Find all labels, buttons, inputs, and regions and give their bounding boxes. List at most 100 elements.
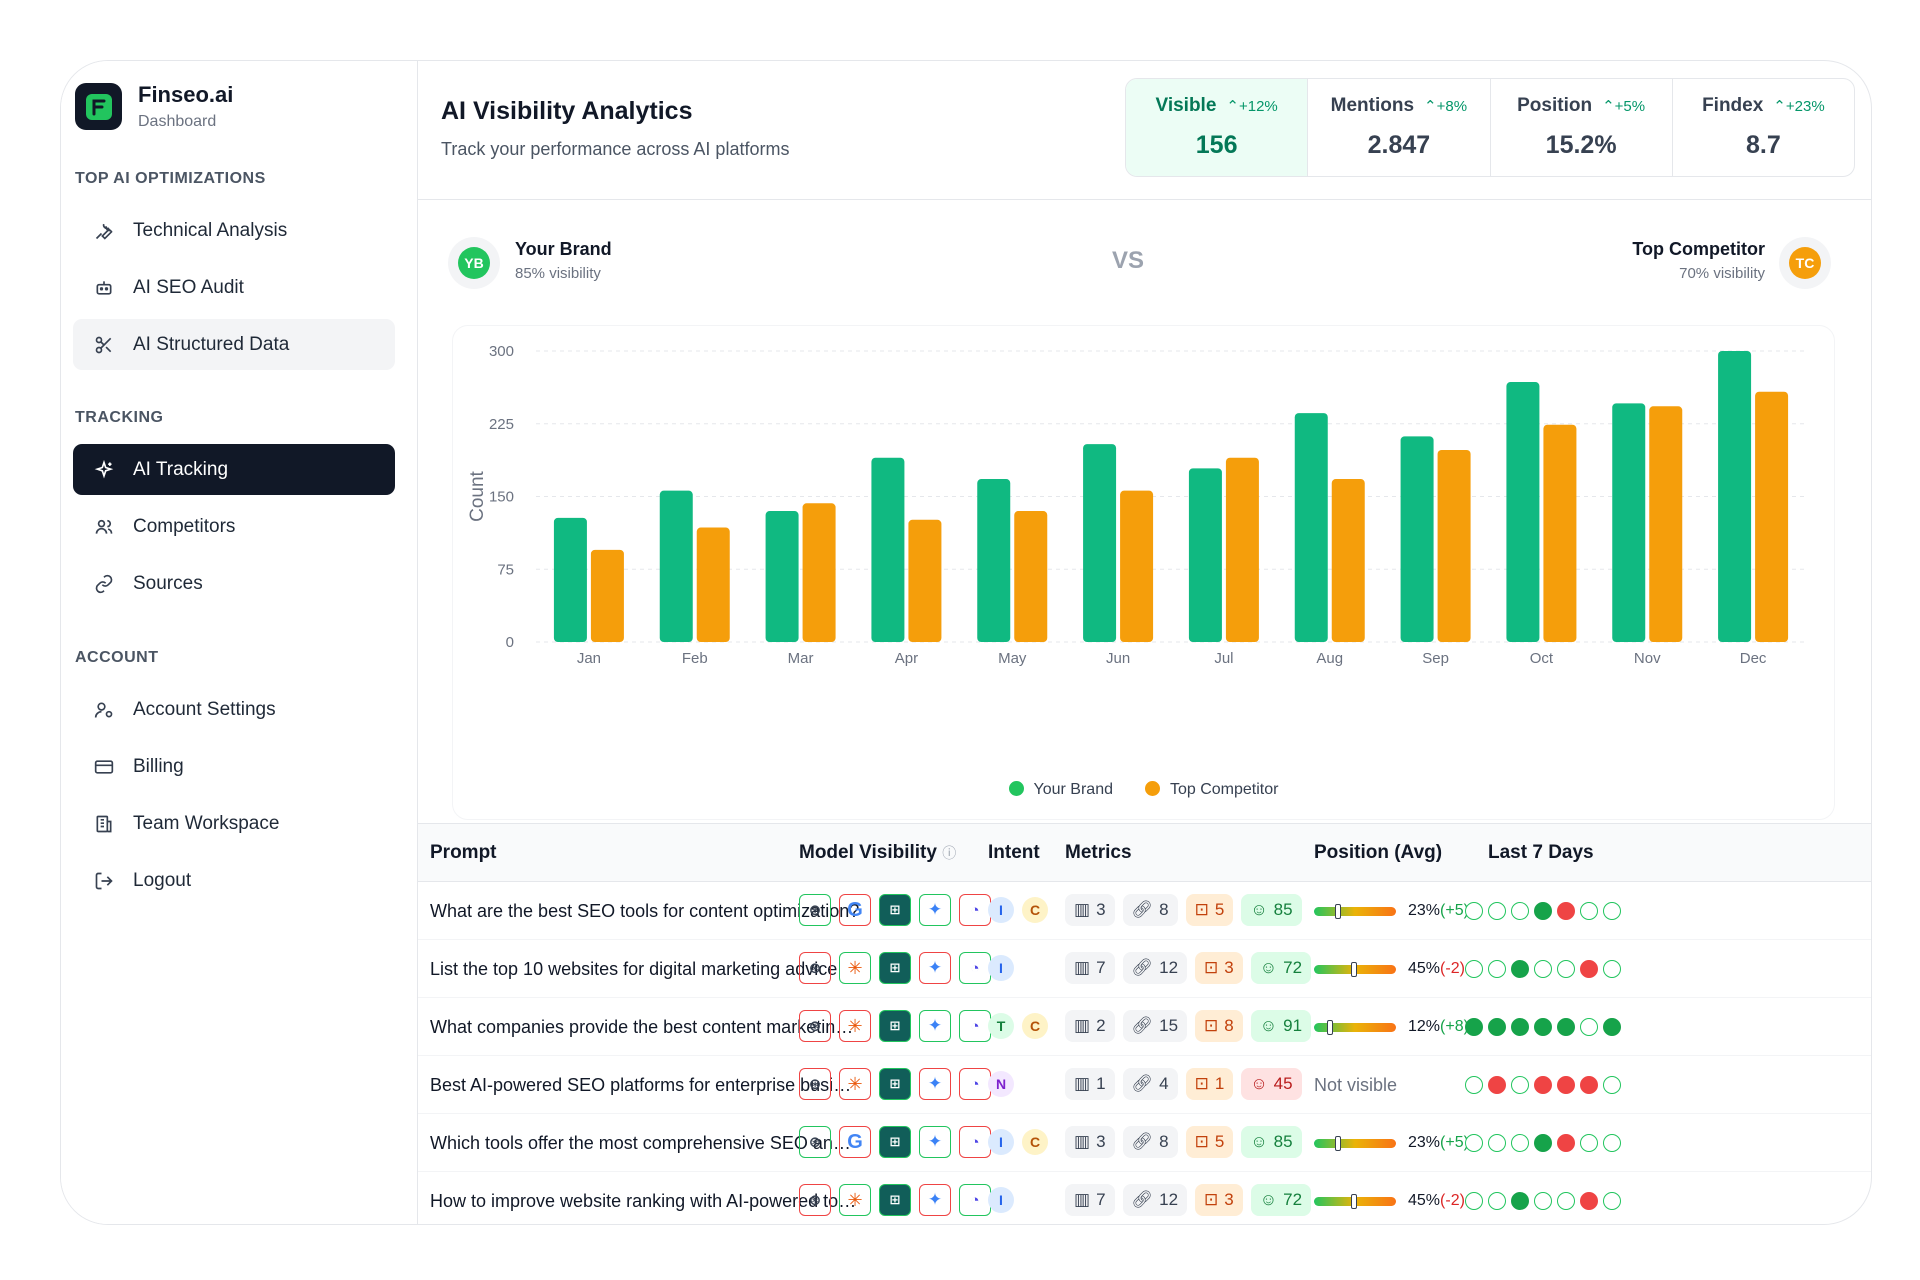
day-dot[interactable] (1465, 1192, 1483, 1210)
deepseek-icon[interactable]: ◔ (959, 1068, 991, 1100)
day-dot[interactable] (1580, 1018, 1598, 1036)
day-dot[interactable] (1511, 1134, 1529, 1152)
prompt-text[interactable]: What are the best SEO tools for content … (430, 901, 860, 921)
chatgpt-icon[interactable]: ⊛ (799, 1126, 831, 1158)
stat-position[interactable]: Position ⌃+5% 15.2% (1491, 79, 1673, 176)
day-dot[interactable] (1534, 1018, 1552, 1036)
claude-icon[interactable]: ✳ (839, 952, 871, 984)
deepseek-icon[interactable]: ◔ (959, 1126, 991, 1158)
col-model-visibility[interactable]: Model Visibility ⓘ (799, 842, 957, 863)
day-dot[interactable] (1488, 1134, 1506, 1152)
chatgpt-icon[interactable]: ⊛ (799, 1184, 831, 1216)
sidebar-item-billing[interactable]: Billing (73, 741, 395, 792)
day-dot[interactable] (1488, 1018, 1506, 1036)
day-dot[interactable] (1465, 1018, 1483, 1036)
day-dot[interactable] (1603, 1192, 1621, 1210)
table-row[interactable]: Best AI-powered SEO platforms for enterp… (418, 1056, 1871, 1114)
perplexity-icon[interactable]: ⊞ (879, 1010, 911, 1042)
brand[interactable]: Finseo.ai Dashboard (75, 82, 233, 131)
stat-visible[interactable]: Visible ⌃+12% 156 (1126, 79, 1309, 176)
claude-icon[interactable]: ✳ (839, 1010, 871, 1042)
chatgpt-icon[interactable]: ⊛ (799, 1010, 831, 1042)
gemini-icon[interactable]: ✦ (919, 1068, 951, 1100)
day-dot[interactable] (1465, 960, 1483, 978)
perplexity-icon[interactable]: ⊞ (879, 894, 911, 926)
gemini-icon[interactable]: ✦ (919, 1010, 951, 1042)
day-dot[interactable] (1534, 1192, 1552, 1210)
day-dot[interactable] (1534, 960, 1552, 978)
col-position[interactable]: Position (Avg) (1314, 842, 1443, 863)
sidebar-item-ai-tracking[interactable]: AI Tracking (73, 444, 395, 495)
prompt-text[interactable]: Best AI-powered SEO platforms for enterp… (430, 1075, 860, 1095)
day-dot[interactable] (1580, 902, 1598, 920)
day-dot[interactable] (1511, 902, 1529, 920)
legend-item-competitor[interactable]: Top Competitor (1144, 781, 1278, 799)
prompt-text[interactable]: How to improve website ranking with AI-p… (430, 1191, 860, 1211)
claude-icon[interactable]: ✳ (839, 1184, 871, 1216)
gemini-icon[interactable]: ✦ (919, 1184, 951, 1216)
deepseek-icon[interactable]: ◔ (959, 1184, 991, 1216)
table-row[interactable]: What are the best SEO tools for content … (418, 882, 1871, 940)
day-dot[interactable] (1603, 960, 1621, 978)
day-dot[interactable] (1557, 1134, 1575, 1152)
col-intent[interactable]: Intent (988, 842, 1040, 863)
day-dot[interactable] (1557, 960, 1575, 978)
stat-findex[interactable]: Findex ⌃+23% 8.7 (1673, 79, 1854, 176)
day-dot[interactable] (1511, 960, 1529, 978)
day-dot[interactable] (1603, 1076, 1621, 1094)
sidebar-item-competitors[interactable]: Competitors (73, 501, 395, 552)
day-dot[interactable] (1488, 1192, 1506, 1210)
prompt-text[interactable]: Which tools offer the most comprehensive… (430, 1133, 860, 1153)
day-dot[interactable] (1488, 1076, 1506, 1094)
sidebar-item-logout[interactable]: Logout (73, 855, 395, 906)
gemini-icon[interactable]: ✦ (919, 1126, 951, 1158)
chatgpt-icon[interactable]: ⊛ (799, 952, 831, 984)
sidebar-item-team-workspace[interactable]: Team Workspace (73, 798, 395, 849)
sidebar-item-ai-structured-data[interactable]: AI Structured Data (73, 319, 395, 370)
google-icon[interactable]: G (839, 894, 871, 926)
day-dot[interactable] (1580, 1076, 1598, 1094)
day-dot[interactable] (1511, 1018, 1529, 1036)
day-dot[interactable] (1580, 960, 1598, 978)
perplexity-icon[interactable]: ⊞ (879, 1184, 911, 1216)
day-dot[interactable] (1488, 960, 1506, 978)
table-row[interactable]: What companies provide the best content … (418, 998, 1871, 1056)
day-dot[interactable] (1557, 902, 1575, 920)
day-dot[interactable] (1534, 1134, 1552, 1152)
sidebar-item-sources[interactable]: Sources (73, 558, 395, 609)
sidebar-item-technical-analysis[interactable]: Technical Analysis (73, 205, 395, 256)
prompt-text[interactable]: What companies provide the best content … (430, 1017, 860, 1037)
chatgpt-icon[interactable]: ⊛ (799, 894, 831, 926)
day-dot[interactable] (1580, 1192, 1598, 1210)
day-dot[interactable] (1580, 1134, 1598, 1152)
sidebar-item-ai-seo-audit[interactable]: AI SEO Audit (73, 262, 395, 313)
perplexity-icon[interactable]: ⊞ (879, 952, 911, 984)
day-dot[interactable] (1557, 1018, 1575, 1036)
day-dot[interactable] (1488, 902, 1506, 920)
deepseek-icon[interactable]: ◔ (959, 952, 991, 984)
col-metrics[interactable]: Metrics (1065, 842, 1132, 863)
stat-mentions[interactable]: Mentions ⌃+8% 2.847 (1308, 79, 1491, 176)
perplexity-icon[interactable]: ⊞ (879, 1126, 911, 1158)
deepseek-icon[interactable]: ◔ (959, 894, 991, 926)
deepseek-icon[interactable]: ◔ (959, 1010, 991, 1042)
day-dot[interactable] (1534, 1076, 1552, 1094)
col-prompt[interactable]: Prompt (430, 842, 497, 863)
sidebar-item-account-settings[interactable]: Account Settings (73, 684, 395, 735)
day-dot[interactable] (1603, 1018, 1621, 1036)
prompt-text[interactable]: List the top 10 websites for digital mar… (430, 959, 838, 979)
gemini-icon[interactable]: ✦ (919, 894, 951, 926)
day-dot[interactable] (1557, 1076, 1575, 1094)
day-dot[interactable] (1465, 1076, 1483, 1094)
col-last-7-days[interactable]: Last 7 Days (1488, 842, 1594, 863)
day-dot[interactable] (1465, 902, 1483, 920)
legend-item-brand[interactable]: Your Brand (1008, 781, 1113, 799)
table-row[interactable]: Which tools offer the most comprehensive… (418, 1114, 1871, 1172)
google-icon[interactable]: G (839, 1126, 871, 1158)
table-row[interactable]: How to improve website ranking with AI-p… (418, 1172, 1871, 1224)
day-dot[interactable] (1557, 1192, 1575, 1210)
day-dot[interactable] (1511, 1076, 1529, 1094)
day-dot[interactable] (1465, 1134, 1483, 1152)
gemini-icon[interactable]: ✦ (919, 952, 951, 984)
day-dot[interactable] (1603, 1134, 1621, 1152)
